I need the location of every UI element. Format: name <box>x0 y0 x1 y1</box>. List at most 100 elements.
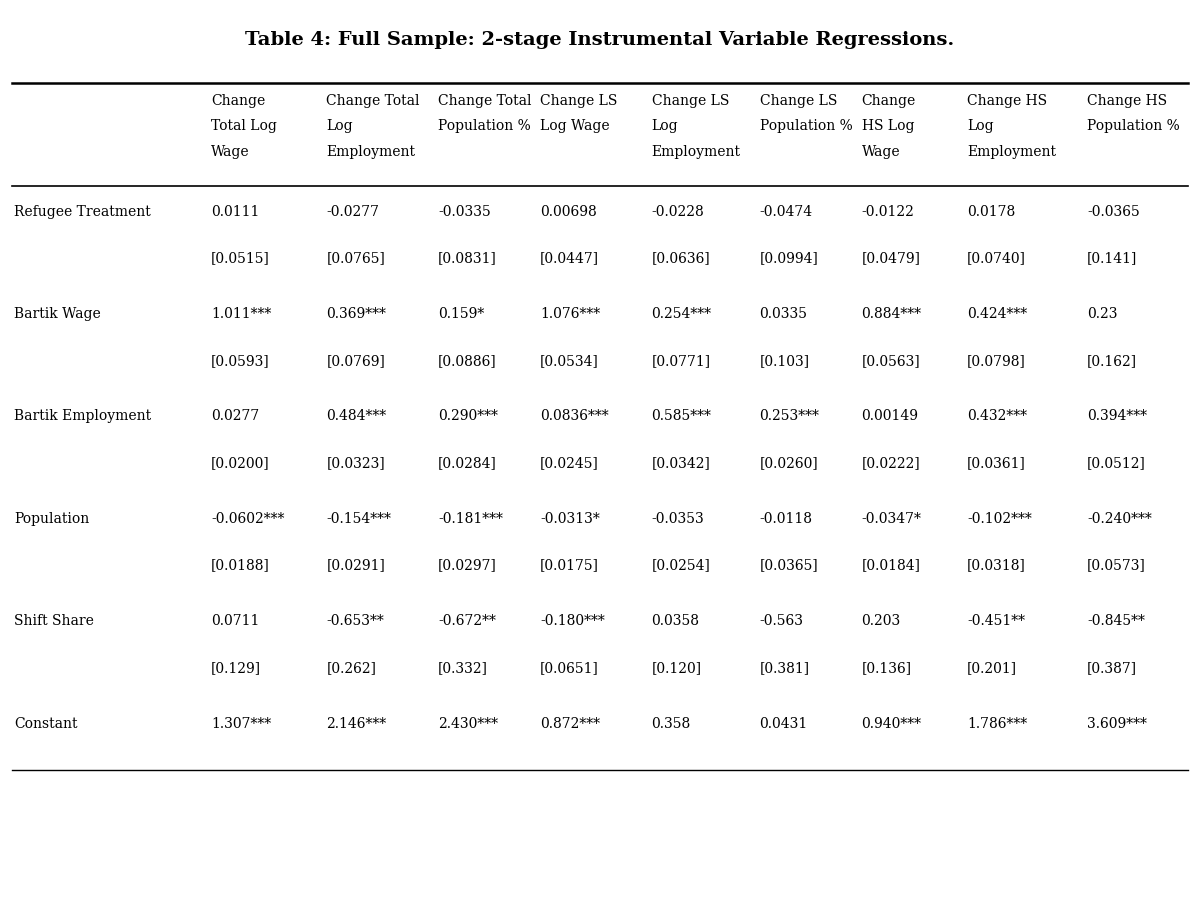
Text: [0.0342]: [0.0342] <box>652 456 710 471</box>
Text: [0.0512]: [0.0512] <box>1087 456 1146 471</box>
Text: [0.0593]: [0.0593] <box>211 354 270 368</box>
Text: 0.424***: 0.424*** <box>967 307 1027 321</box>
Text: 0.0277: 0.0277 <box>211 409 259 424</box>
Text: -0.0277: -0.0277 <box>326 205 379 219</box>
Text: -0.0602***: -0.0602*** <box>211 512 284 526</box>
Text: 1.307***: 1.307*** <box>211 717 271 731</box>
Text: -0.0335: -0.0335 <box>438 205 491 219</box>
Text: Total Log: Total Log <box>211 119 277 134</box>
Text: [0.201]: [0.201] <box>967 661 1018 675</box>
Text: 2.146***: 2.146*** <box>326 717 386 731</box>
Text: -0.451**: -0.451** <box>967 614 1025 629</box>
Text: [0.0284]: [0.0284] <box>438 456 497 471</box>
Text: 0.00698: 0.00698 <box>540 205 596 219</box>
Text: 0.358: 0.358 <box>652 717 691 731</box>
Text: [0.262]: [0.262] <box>326 661 377 675</box>
Text: Wage: Wage <box>211 145 250 159</box>
Text: [0.0260]: [0.0260] <box>760 456 818 471</box>
Text: 0.0335: 0.0335 <box>760 307 808 321</box>
Text: Change LS: Change LS <box>652 94 728 109</box>
Text: -0.0474: -0.0474 <box>760 205 812 219</box>
Text: [0.0175]: [0.0175] <box>540 559 599 573</box>
Text: Log: Log <box>326 119 353 134</box>
Text: 0.585***: 0.585*** <box>652 409 712 424</box>
Text: 0.290***: 0.290*** <box>438 409 498 424</box>
Text: [0.0361]: [0.0361] <box>967 456 1026 471</box>
Text: 0.940***: 0.940*** <box>862 717 922 731</box>
Text: -0.180***: -0.180*** <box>540 614 605 629</box>
Text: [0.0831]: [0.0831] <box>438 251 497 266</box>
Text: Shift Share: Shift Share <box>14 614 95 629</box>
Text: [0.387]: [0.387] <box>1087 661 1138 675</box>
Text: Change LS: Change LS <box>540 94 617 109</box>
Text: [0.0323]: [0.0323] <box>326 456 385 471</box>
Text: Employment: Employment <box>652 145 740 159</box>
Text: 0.0178: 0.0178 <box>967 205 1015 219</box>
Text: [0.0318]: [0.0318] <box>967 559 1026 573</box>
Text: 0.432***: 0.432*** <box>967 409 1027 424</box>
Text: Table 4: Full Sample: 2-stage Instrumental Variable Regressions.: Table 4: Full Sample: 2-stage Instrument… <box>245 31 955 49</box>
Text: [0.0365]: [0.0365] <box>760 559 818 573</box>
Text: -0.0313*: -0.0313* <box>540 512 600 526</box>
Text: Bartik Wage: Bartik Wage <box>14 307 101 321</box>
Text: Population %: Population % <box>1087 119 1180 134</box>
Text: Change: Change <box>862 94 916 109</box>
Text: 0.0711: 0.0711 <box>211 614 259 629</box>
Text: HS Log: HS Log <box>862 119 914 134</box>
Text: Change LS: Change LS <box>760 94 836 109</box>
Text: 2.430***: 2.430*** <box>438 717 498 731</box>
Text: 0.0836***: 0.0836*** <box>540 409 608 424</box>
Text: Log: Log <box>652 119 678 134</box>
Text: [0.0994]: [0.0994] <box>760 251 818 266</box>
Text: [0.0254]: [0.0254] <box>652 559 710 573</box>
Text: [0.129]: [0.129] <box>211 661 262 675</box>
Text: 0.253***: 0.253*** <box>760 409 820 424</box>
Text: -0.0122: -0.0122 <box>862 205 914 219</box>
Text: 0.00149: 0.00149 <box>862 409 919 424</box>
Text: Change: Change <box>211 94 265 109</box>
Text: -0.672**: -0.672** <box>438 614 496 629</box>
Text: -0.154***: -0.154*** <box>326 512 391 526</box>
Text: Bartik Employment: Bartik Employment <box>14 409 151 424</box>
Text: 1.011***: 1.011*** <box>211 307 271 321</box>
Text: -0.845**: -0.845** <box>1087 614 1145 629</box>
Text: 0.0358: 0.0358 <box>652 614 700 629</box>
Text: [0.0573]: [0.0573] <box>1087 559 1146 573</box>
Text: 3.609***: 3.609*** <box>1087 717 1147 731</box>
Text: -0.181***: -0.181*** <box>438 512 503 526</box>
Text: -0.102***: -0.102*** <box>967 512 1032 526</box>
Text: 0.872***: 0.872*** <box>540 717 600 731</box>
Text: Employment: Employment <box>326 145 415 159</box>
Text: Change HS: Change HS <box>1087 94 1168 109</box>
Text: -0.0228: -0.0228 <box>652 205 704 219</box>
Text: -0.0365: -0.0365 <box>1087 205 1140 219</box>
Text: Population %: Population % <box>760 119 852 134</box>
Text: -0.0353: -0.0353 <box>652 512 704 526</box>
Text: -0.240***: -0.240*** <box>1087 512 1152 526</box>
Text: -0.0118: -0.0118 <box>760 512 812 526</box>
Text: -0.563: -0.563 <box>760 614 804 629</box>
Text: [0.0769]: [0.0769] <box>326 354 385 368</box>
Text: 0.203: 0.203 <box>862 614 901 629</box>
Text: 0.884***: 0.884*** <box>862 307 922 321</box>
Text: [0.0245]: [0.0245] <box>540 456 599 471</box>
Text: [0.0297]: [0.0297] <box>438 559 497 573</box>
Text: [0.0184]: [0.0184] <box>862 559 920 573</box>
Text: [0.0651]: [0.0651] <box>540 661 599 675</box>
Text: 0.159*: 0.159* <box>438 307 485 321</box>
Text: [0.162]: [0.162] <box>1087 354 1138 368</box>
Text: [0.332]: [0.332] <box>438 661 488 675</box>
Text: [0.0740]: [0.0740] <box>967 251 1026 266</box>
Text: [0.0771]: [0.0771] <box>652 354 710 368</box>
Text: 0.394***: 0.394*** <box>1087 409 1147 424</box>
Text: Refugee Treatment: Refugee Treatment <box>14 205 151 219</box>
Text: [0.0200]: [0.0200] <box>211 456 270 471</box>
Text: 0.369***: 0.369*** <box>326 307 386 321</box>
Text: [0.0534]: [0.0534] <box>540 354 599 368</box>
Text: -0.653**: -0.653** <box>326 614 384 629</box>
Text: Change Total: Change Total <box>326 94 420 109</box>
Text: [0.0222]: [0.0222] <box>862 456 920 471</box>
Text: -0.0347*: -0.0347* <box>862 512 922 526</box>
Text: [0.141]: [0.141] <box>1087 251 1138 266</box>
Text: [0.0798]: [0.0798] <box>967 354 1026 368</box>
